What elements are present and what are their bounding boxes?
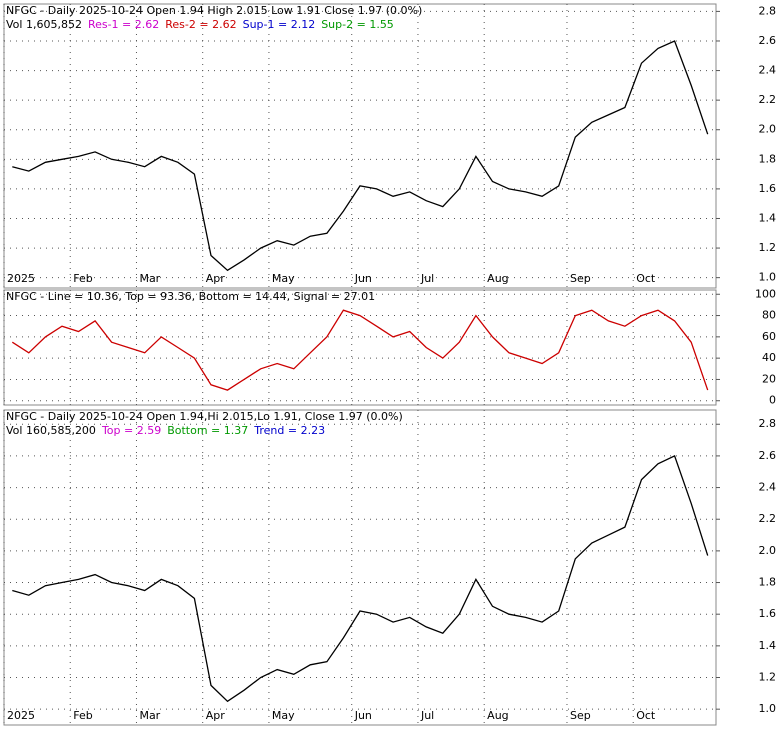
x-tick-label: Oct	[636, 272, 656, 285]
x-tick-label: Apr	[206, 272, 226, 285]
x-tick-label: Mar	[139, 709, 160, 722]
y-tick-label: 100	[755, 287, 776, 300]
legend-entry: Vol 1,605,852	[6, 18, 82, 31]
x-tick-label: Jun	[354, 709, 372, 722]
y-tick-label: 2.6	[759, 449, 777, 462]
x-tick-label: Oct	[636, 709, 656, 722]
y-tick-label: 2.2	[759, 512, 777, 525]
y-tick-label: 1.2	[759, 671, 777, 684]
legend-entry: Sup-2 = 1.55	[321, 18, 394, 31]
legend-entry: Sup-1 = 2.12	[243, 18, 316, 31]
legend-entry: Top = 2.59	[101, 424, 161, 437]
y-tick-label: 2.8	[759, 4, 777, 17]
y-tick-label: 2.6	[759, 34, 777, 47]
y-tick-label: 1.6	[759, 182, 777, 195]
y-tick-label: 2.4	[759, 481, 777, 494]
y-tick-label: 1.6	[759, 607, 777, 620]
legend-entry: Trend = 2.23	[253, 424, 325, 437]
panel-frame	[3, 289, 717, 406]
y-tick-label: 40	[762, 351, 776, 364]
x-tick-label: Aug	[487, 272, 508, 285]
legend: Vol 1,605,852 Res-1 = 2.62 Res-2 = 2.62 Sup…	[6, 18, 394, 31]
y-tick-label: 60	[762, 330, 776, 343]
legend-entry: Res-2 = 2.62	[165, 18, 236, 31]
y-tick-label: 2.2	[759, 93, 777, 106]
x-tick-label: 2025	[7, 272, 35, 285]
panel-frame	[3, 409, 717, 726]
y-tick-label: 1.4	[759, 639, 777, 652]
x-tick-label: Aug	[487, 709, 508, 722]
x-tick-label: Jun	[354, 272, 372, 285]
x-tick-label: Sep	[570, 709, 591, 722]
series-line	[12, 455, 709, 703]
x-tick-label: Feb	[73, 272, 92, 285]
y-tick-label: 1.0	[759, 702, 777, 715]
y-tick-label: 2.8	[759, 417, 777, 430]
panel-frame	[3, 3, 717, 289]
legend-entry: Res-1 = 2.62	[88, 18, 159, 31]
y-tick-label: 0	[769, 394, 776, 407]
series-line	[11, 309, 709, 391]
legend-entry: Bottom = 1.37	[167, 424, 248, 437]
y-tick-label: 1.8	[759, 152, 777, 165]
panel-title: NFGC - Line = 10.36, Top = 93.36, Bottom…	[6, 290, 375, 303]
y-tick-label: 1.8	[759, 576, 777, 589]
x-tick-label: Mar	[139, 272, 160, 285]
y-tick-label: 80	[762, 309, 776, 322]
x-tick-label: Feb	[73, 709, 92, 722]
legend: Vol 160,585,200 Top = 2.59 Bottom = 1.37 Tr…	[6, 424, 325, 437]
y-tick-label: 2.0	[759, 123, 777, 136]
panel-title: NFGC - Daily 2025-10-24 Open 1.94 High 2…	[6, 4, 422, 17]
legend-entry: Vol 160,585,200	[6, 424, 96, 437]
x-tick-label: Jul	[420, 272, 434, 285]
y-tick-label: 2.0	[759, 544, 777, 557]
x-tick-label: 2025	[7, 709, 35, 722]
x-tick-label: May	[272, 709, 295, 722]
series-line	[12, 40, 709, 272]
y-tick-label: 2.4	[759, 64, 777, 77]
x-tick-label: Apr	[206, 709, 226, 722]
x-tick-label: Sep	[570, 272, 591, 285]
x-tick-label: Jul	[420, 709, 434, 722]
y-tick-label: 20	[762, 372, 776, 385]
y-tick-label: 1.4	[759, 211, 777, 224]
panel-title: NFGC - Daily 2025-10-24 Open 1.94,Hi 2.0…	[6, 410, 403, 423]
y-tick-label: 1.0	[759, 271, 777, 284]
x-tick-label: May	[272, 272, 295, 285]
y-tick-label: 1.2	[759, 241, 777, 254]
